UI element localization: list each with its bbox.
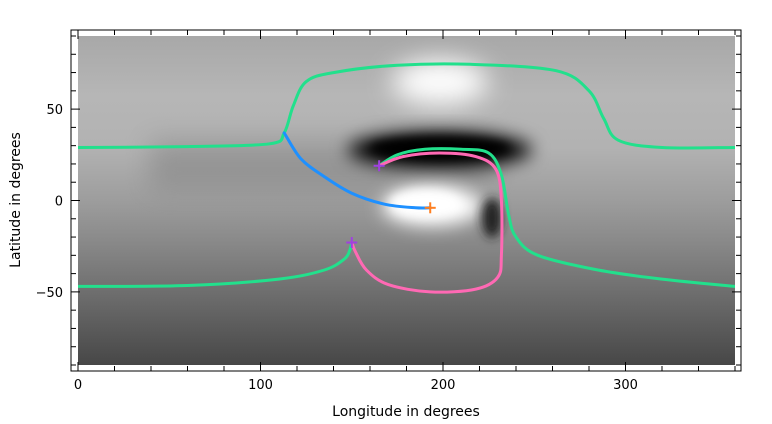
field-line-4	[350, 151, 504, 294]
y-axis-title: Latitude in degrees	[8, 132, 24, 268]
x-tick-label: 200	[431, 378, 456, 393]
footpoint-marker-1	[373, 160, 385, 172]
series-layer	[78, 62, 735, 294]
x-axis-title: Longitude in degrees	[332, 404, 480, 420]
y-tick-label: −50	[36, 286, 63, 301]
x-tick-label: 300	[613, 378, 638, 393]
footpoint-marker-3	[424, 202, 436, 214]
x-tick-label: 100	[248, 378, 273, 393]
field-line-5	[282, 131, 432, 210]
x-tick-label: 0	[74, 378, 82, 393]
field-line-3	[377, 147, 735, 288]
magnetogram-background	[78, 36, 735, 365]
dark-spot	[482, 198, 502, 238]
y-tick-label: 0	[55, 195, 63, 210]
field-line-1	[78, 62, 735, 150]
tick-layer: 0 100 200 300 −50 0 50	[36, 30, 741, 393]
north-bright-region	[392, 60, 488, 104]
footpoint-marker-2	[346, 237, 358, 249]
field-line-2	[78, 241, 354, 288]
central-bright-core	[390, 190, 460, 216]
marker-layer	[346, 160, 436, 249]
y-tick-label: 50	[46, 103, 63, 118]
